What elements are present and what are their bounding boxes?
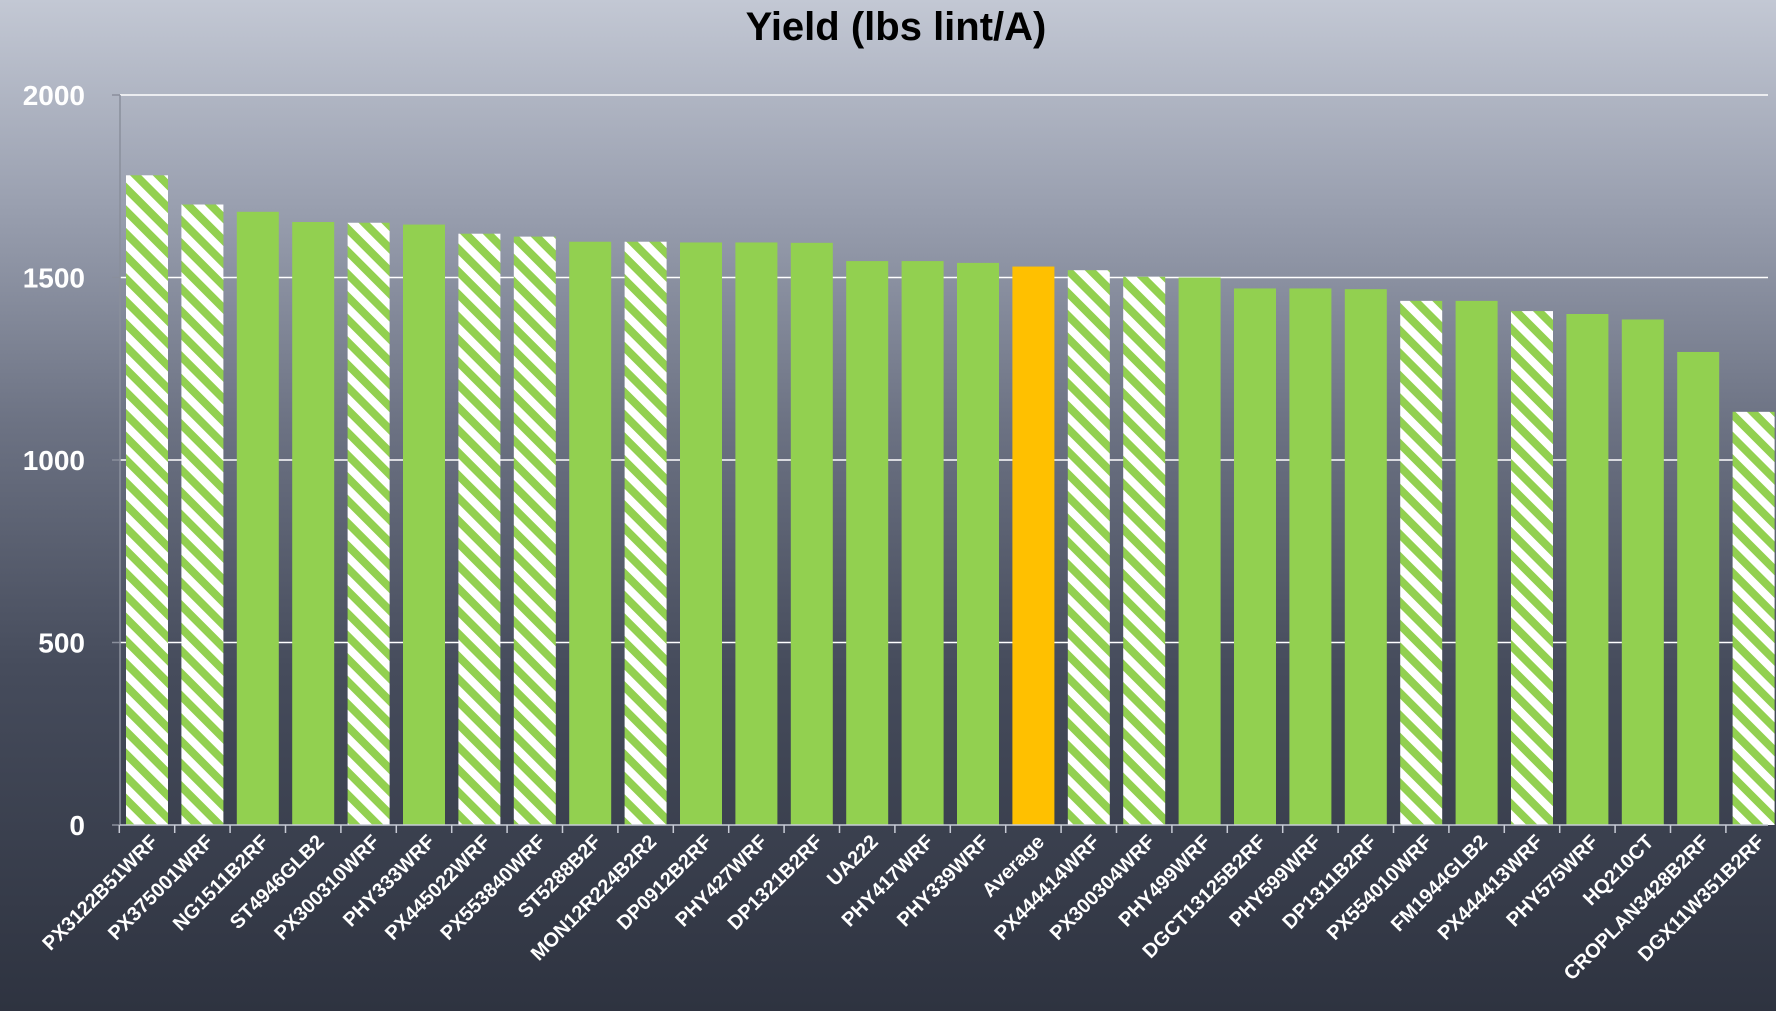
bar bbox=[1178, 277, 1221, 825]
bar bbox=[680, 242, 722, 825]
bar bbox=[458, 233, 501, 825]
y-tick-label: 2000 bbox=[23, 80, 85, 111]
bar bbox=[846, 261, 889, 825]
bar bbox=[1566, 314, 1609, 825]
x-tick-label: FM1944GLB2 bbox=[1387, 831, 1492, 936]
y-tick-label: 0 bbox=[69, 810, 85, 841]
x-axis-ticks: PX3122B51WRFPX375001WRFNG1511B2RFST4946G… bbox=[39, 831, 1770, 985]
bar bbox=[292, 222, 335, 825]
bar bbox=[513, 236, 556, 825]
bar bbox=[347, 222, 390, 825]
bar bbox=[1400, 300, 1443, 825]
bar bbox=[1123, 276, 1166, 825]
bar bbox=[569, 241, 612, 826]
bar bbox=[1289, 288, 1332, 825]
y-tick-label: 500 bbox=[38, 628, 85, 659]
x-tick-label: DP1321B2RF bbox=[724, 831, 828, 935]
bar bbox=[181, 204, 224, 825]
x-tick-label: DP0912B2RF bbox=[613, 831, 717, 935]
y-tick-label: 1000 bbox=[23, 445, 85, 476]
bar bbox=[957, 262, 999, 825]
bar bbox=[126, 175, 168, 826]
bar bbox=[236, 211, 279, 826]
bar bbox=[1621, 319, 1664, 825]
bar bbox=[790, 242, 833, 825]
bar bbox=[624, 241, 667, 826]
y-axis-ticks: 0 500 1000 1500 2000 bbox=[23, 80, 85, 841]
bar bbox=[403, 224, 445, 825]
bar bbox=[1344, 289, 1387, 825]
bar bbox=[1732, 411, 1775, 825]
bars bbox=[126, 175, 1775, 826]
chart-title: Yield (lbs lint/A) bbox=[746, 5, 1047, 49]
bar bbox=[1511, 311, 1553, 826]
axes bbox=[112, 94, 1768, 833]
x-tick-label: NG1511B2RF bbox=[169, 831, 273, 935]
bar bbox=[1012, 266, 1055, 825]
bar bbox=[1677, 351, 1720, 825]
bar bbox=[1234, 288, 1276, 825]
bar bbox=[901, 261, 944, 825]
bar bbox=[1067, 270, 1110, 825]
bar bbox=[735, 242, 778, 825]
bar bbox=[1455, 300, 1498, 825]
y-tick-label: 1500 bbox=[23, 263, 85, 294]
